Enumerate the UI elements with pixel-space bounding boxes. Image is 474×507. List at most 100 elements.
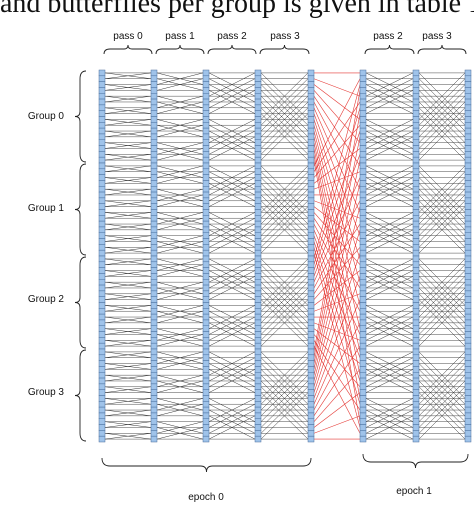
node-cell xyxy=(254,232,262,239)
node-cell xyxy=(254,69,262,77)
node-cell xyxy=(150,284,158,292)
butterfly-edge-cross xyxy=(365,223,414,248)
node-cell xyxy=(464,331,472,338)
node-cell xyxy=(359,273,367,280)
node-cell xyxy=(307,267,315,274)
butterfly-edge-cross xyxy=(365,183,414,207)
node-cell xyxy=(202,162,210,170)
node-cell xyxy=(202,290,210,297)
node-cell xyxy=(464,342,472,350)
node-cell xyxy=(254,395,262,402)
node-cell xyxy=(98,284,106,292)
butterfly-edge-cross xyxy=(260,183,309,231)
node-cell xyxy=(202,98,210,106)
permutation-edge xyxy=(313,160,361,370)
butterfly-edge-cross xyxy=(156,235,204,248)
node-cell xyxy=(150,302,158,309)
node-cell xyxy=(307,232,315,239)
node-cell xyxy=(307,174,315,181)
node-cell xyxy=(464,360,472,367)
butterfly-edge-cross xyxy=(208,119,256,143)
node-cell xyxy=(359,116,367,123)
node-cell xyxy=(412,69,420,77)
node-cell xyxy=(254,162,262,170)
node-cell xyxy=(464,81,472,88)
node-cell xyxy=(307,145,315,152)
node-cell xyxy=(202,93,210,100)
butterfly-edge-cross xyxy=(156,264,204,277)
permutation-edge xyxy=(313,415,361,434)
butterfly-edge-cross xyxy=(104,374,152,382)
node-cell xyxy=(202,412,210,419)
butterfly-edge-cross xyxy=(156,287,204,300)
permutation-edge xyxy=(313,276,361,399)
node-cell xyxy=(359,401,367,408)
node-cell xyxy=(412,75,420,82)
node-cell xyxy=(254,325,262,332)
node-cell xyxy=(254,244,262,251)
node-cell xyxy=(412,168,420,175)
node-cell xyxy=(412,81,420,88)
node-cell xyxy=(359,435,367,443)
butterfly-edge-cross xyxy=(156,351,204,364)
node-cell xyxy=(412,87,420,94)
butterfly-edge-cross xyxy=(418,171,466,219)
node-cell xyxy=(150,430,158,437)
node-cell xyxy=(464,354,472,361)
node-cell xyxy=(254,261,262,268)
node-cell xyxy=(464,69,472,77)
node-cell xyxy=(98,75,106,82)
node-cell xyxy=(412,308,420,315)
node-cell xyxy=(254,110,262,117)
node-cell xyxy=(307,360,315,367)
node-cell xyxy=(254,238,262,245)
node-cell xyxy=(359,145,367,152)
node-cell xyxy=(412,156,420,164)
node-cell xyxy=(412,220,420,228)
node-cell xyxy=(307,87,315,94)
butterfly-edge-cross xyxy=(260,369,309,417)
node-cell xyxy=(98,156,106,164)
node-cell xyxy=(98,366,106,373)
node-cell xyxy=(202,395,210,402)
node-cell xyxy=(98,360,106,367)
butterfly-edge-cross xyxy=(418,107,466,155)
node-cell xyxy=(307,401,315,408)
node-cell xyxy=(359,244,367,251)
node-cell xyxy=(464,168,472,175)
node-cell xyxy=(464,127,472,135)
node-cell xyxy=(412,104,420,111)
node-cell xyxy=(150,98,158,106)
node-cell xyxy=(359,180,367,187)
butterfly-edge-cross xyxy=(418,357,466,405)
butterfly-edge-cross xyxy=(104,293,152,300)
node-cell xyxy=(202,366,210,373)
pass-label-epoch0-1: pass 1 xyxy=(165,31,195,42)
butterfly-edge-cross xyxy=(418,281,466,329)
butterfly-edge-cross xyxy=(260,299,309,347)
node-cell xyxy=(307,116,315,123)
node-cell xyxy=(359,122,367,129)
node-cell xyxy=(98,389,106,396)
node-cell xyxy=(202,348,210,356)
node-cell xyxy=(464,162,472,170)
permutation-edge xyxy=(313,90,361,143)
node-cell xyxy=(464,412,472,419)
butterfly-edge-cross xyxy=(156,310,204,324)
node-cell xyxy=(98,180,106,187)
node-cell xyxy=(412,180,420,187)
butterfly-edge-cross xyxy=(365,119,414,143)
node-cell xyxy=(464,424,472,431)
node-cell xyxy=(150,383,158,390)
node-cell xyxy=(254,279,262,286)
butterfly-edge-cross xyxy=(418,270,466,318)
node-cell xyxy=(307,127,315,135)
node-cell xyxy=(98,110,106,117)
node-cell xyxy=(307,209,315,216)
node-cell xyxy=(254,366,262,373)
butterfly-edge-cross xyxy=(260,392,309,440)
node-cell xyxy=(98,290,106,297)
pass-label-epoch0-0: pass 0 xyxy=(113,31,143,42)
butterfly-edge-cross xyxy=(104,316,152,324)
node-cell xyxy=(254,331,262,338)
